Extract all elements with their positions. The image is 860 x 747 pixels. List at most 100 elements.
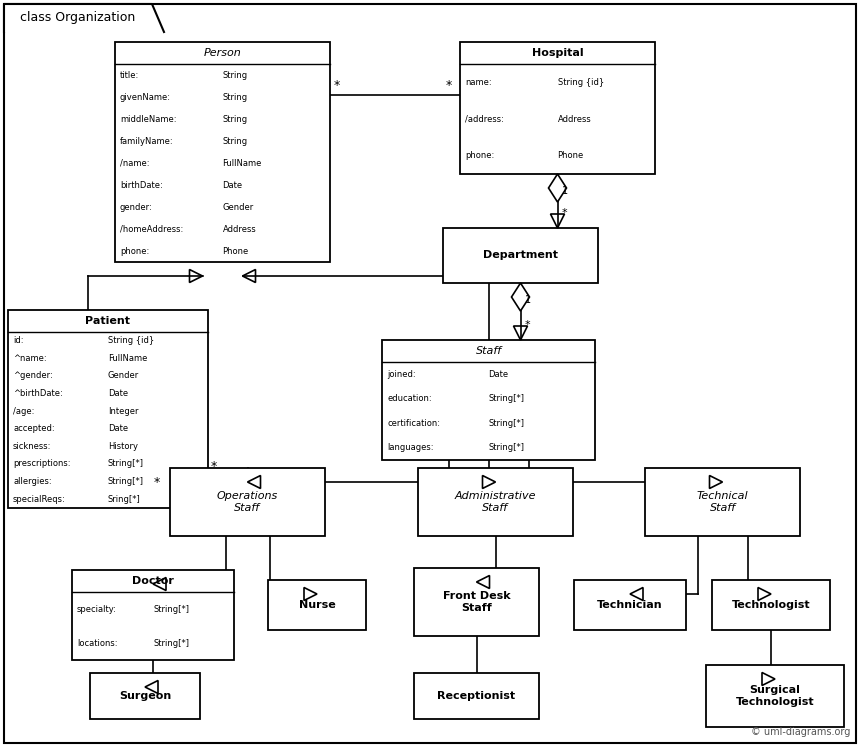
Text: /address:: /address: bbox=[465, 114, 504, 123]
Text: phone:: phone: bbox=[465, 151, 494, 160]
Bar bbox=[418, 468, 573, 536]
Bar bbox=[574, 580, 686, 630]
Text: ^gender:: ^gender: bbox=[13, 371, 52, 380]
Text: Technologist: Technologist bbox=[732, 600, 810, 610]
Text: © uml-diagrams.org: © uml-diagrams.org bbox=[751, 727, 850, 737]
Text: joined:: joined: bbox=[387, 370, 415, 379]
Bar bbox=[170, 468, 325, 536]
Text: birthDate:: birthDate: bbox=[120, 181, 163, 190]
Text: Doctor: Doctor bbox=[132, 576, 174, 586]
Bar bbox=[268, 580, 366, 630]
Text: Nurse: Nurse bbox=[298, 600, 335, 610]
Text: FullName: FullName bbox=[108, 354, 147, 363]
Text: Gender: Gender bbox=[223, 202, 254, 211]
Polygon shape bbox=[512, 283, 530, 311]
Text: String[*]: String[*] bbox=[108, 477, 144, 486]
Text: Surgical
Technologist: Surgical Technologist bbox=[735, 685, 814, 707]
Text: specialReqs:: specialReqs: bbox=[13, 495, 65, 503]
Text: Date: Date bbox=[223, 181, 243, 190]
Text: ^birthDate:: ^birthDate: bbox=[13, 389, 63, 398]
Text: certification:: certification: bbox=[387, 419, 440, 428]
Text: String: String bbox=[223, 93, 248, 102]
Text: id:: id: bbox=[13, 336, 23, 345]
Polygon shape bbox=[549, 174, 567, 202]
Text: String: String bbox=[223, 70, 248, 79]
Text: Technician: Technician bbox=[597, 600, 663, 610]
Text: sickness:: sickness: bbox=[13, 442, 52, 451]
Text: String: String bbox=[223, 114, 248, 123]
Text: Address: Address bbox=[223, 225, 256, 234]
Text: gender:: gender: bbox=[120, 202, 153, 211]
Text: title:: title: bbox=[120, 70, 139, 79]
Bar bbox=[90, 673, 200, 719]
Text: String[*]: String[*] bbox=[488, 419, 525, 428]
Text: accepted:: accepted: bbox=[13, 424, 55, 433]
Text: Date: Date bbox=[108, 424, 128, 433]
Text: Patient: Patient bbox=[85, 316, 131, 326]
Text: FullName: FullName bbox=[223, 158, 262, 167]
Text: /age:: /age: bbox=[13, 406, 34, 415]
Text: Address: Address bbox=[557, 114, 592, 123]
Text: Surgeon: Surgeon bbox=[119, 691, 171, 701]
Text: phone:: phone: bbox=[120, 247, 150, 255]
Bar bbox=[72, 570, 234, 660]
Text: Administrative
Staff: Administrative Staff bbox=[455, 492, 537, 512]
Text: Gender: Gender bbox=[108, 371, 139, 380]
Text: allergies:: allergies: bbox=[13, 477, 52, 486]
Text: name:: name: bbox=[465, 78, 492, 87]
Text: middleName:: middleName: bbox=[120, 114, 176, 123]
Bar bbox=[8, 310, 208, 508]
Text: Person: Person bbox=[204, 48, 242, 58]
Bar bbox=[443, 228, 598, 283]
Text: Department: Department bbox=[483, 250, 558, 261]
Text: familyName:: familyName: bbox=[120, 137, 174, 146]
Text: locations:: locations: bbox=[77, 639, 118, 648]
Text: String {id}: String {id} bbox=[108, 336, 154, 345]
Text: *: * bbox=[525, 320, 530, 330]
Text: /homeAddress:: /homeAddress: bbox=[120, 225, 183, 234]
Text: String[*]: String[*] bbox=[108, 459, 144, 468]
Bar bbox=[414, 568, 539, 636]
Bar bbox=[414, 673, 539, 719]
Text: *: * bbox=[446, 79, 452, 92]
Bar bbox=[645, 468, 800, 536]
Text: Integer: Integer bbox=[108, 406, 138, 415]
Text: *: * bbox=[154, 476, 160, 489]
Text: givenName:: givenName: bbox=[120, 93, 171, 102]
Bar bbox=[712, 580, 830, 630]
Text: specialty:: specialty: bbox=[77, 604, 117, 613]
Bar bbox=[382, 340, 595, 460]
Text: Date: Date bbox=[108, 389, 128, 398]
Text: String {id}: String {id} bbox=[557, 78, 604, 87]
Text: prescriptions:: prescriptions: bbox=[13, 459, 71, 468]
Text: String[*]: String[*] bbox=[488, 394, 525, 403]
Text: Date: Date bbox=[488, 370, 508, 379]
Text: education:: education: bbox=[387, 394, 432, 403]
Text: languages:: languages: bbox=[387, 443, 433, 452]
Text: Receptionist: Receptionist bbox=[438, 691, 515, 701]
Bar bbox=[706, 665, 844, 727]
Text: *: * bbox=[334, 79, 341, 92]
Text: String[*]: String[*] bbox=[488, 443, 525, 452]
Text: class Organization: class Organization bbox=[21, 11, 136, 25]
Text: Front Desk
Staff: Front Desk Staff bbox=[443, 591, 510, 613]
Text: String[*]: String[*] bbox=[153, 604, 189, 613]
Text: String[*]: String[*] bbox=[153, 639, 189, 648]
Text: Staff: Staff bbox=[476, 346, 501, 356]
Text: Hospital: Hospital bbox=[531, 48, 583, 58]
Text: *: * bbox=[211, 460, 218, 473]
Text: Operations
Staff: Operations Staff bbox=[217, 492, 278, 512]
Text: Technical
Staff: Technical Staff bbox=[697, 492, 748, 512]
Text: Phone: Phone bbox=[557, 151, 584, 160]
Text: Sring[*]: Sring[*] bbox=[108, 495, 141, 503]
Text: /name:: /name: bbox=[120, 158, 150, 167]
Bar bbox=[4, 4, 152, 32]
Text: *: * bbox=[562, 208, 567, 218]
Text: Phone: Phone bbox=[223, 247, 249, 255]
Text: 1: 1 bbox=[525, 295, 531, 305]
Bar bbox=[460, 42, 655, 174]
Text: String: String bbox=[223, 137, 248, 146]
Text: ^name:: ^name: bbox=[13, 354, 46, 363]
Text: 1: 1 bbox=[562, 186, 568, 196]
Text: History: History bbox=[108, 442, 138, 451]
